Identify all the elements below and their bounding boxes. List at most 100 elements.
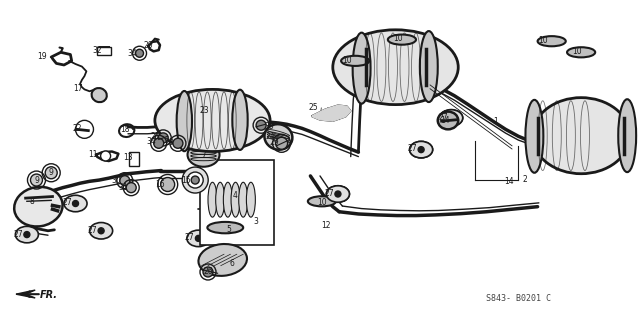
- Text: 14: 14: [440, 116, 450, 125]
- Text: 32: 32: [92, 46, 102, 55]
- Circle shape: [161, 178, 175, 191]
- Text: 34: 34: [127, 49, 137, 58]
- Text: 10: 10: [342, 56, 352, 65]
- Circle shape: [256, 120, 266, 130]
- Ellipse shape: [538, 36, 566, 46]
- Text: 25: 25: [308, 103, 319, 112]
- Bar: [129, 152, 140, 165]
- Ellipse shape: [567, 47, 595, 57]
- Text: 27: 27: [88, 226, 98, 235]
- Text: 23: 23: [200, 107, 210, 115]
- Ellipse shape: [440, 110, 463, 126]
- Text: 12: 12: [322, 221, 331, 230]
- Ellipse shape: [208, 182, 217, 217]
- Circle shape: [173, 138, 183, 148]
- Circle shape: [203, 267, 213, 277]
- Polygon shape: [16, 294, 35, 298]
- Polygon shape: [312, 105, 351, 121]
- Ellipse shape: [246, 182, 255, 217]
- Text: 31: 31: [118, 183, 128, 192]
- Circle shape: [154, 138, 164, 148]
- Ellipse shape: [341, 56, 369, 66]
- Circle shape: [126, 183, 136, 193]
- Ellipse shape: [410, 141, 433, 158]
- Text: 1: 1: [493, 117, 499, 126]
- Ellipse shape: [333, 30, 458, 105]
- Text: 26: 26: [203, 268, 213, 276]
- Ellipse shape: [207, 222, 243, 233]
- Text: 29: 29: [269, 138, 279, 147]
- Ellipse shape: [618, 99, 636, 172]
- Ellipse shape: [410, 141, 433, 158]
- Ellipse shape: [187, 230, 210, 247]
- Text: 6: 6: [229, 259, 234, 268]
- Circle shape: [45, 167, 57, 179]
- Text: 19: 19: [36, 52, 47, 61]
- Text: 11: 11: [88, 150, 97, 159]
- Circle shape: [191, 176, 199, 184]
- Text: 27: 27: [62, 198, 72, 207]
- Text: 27: 27: [184, 233, 195, 242]
- Circle shape: [72, 201, 79, 206]
- Circle shape: [276, 137, 287, 149]
- Bar: [97, 47, 111, 55]
- Circle shape: [24, 232, 30, 237]
- Circle shape: [448, 115, 454, 121]
- Circle shape: [335, 191, 341, 197]
- Ellipse shape: [438, 112, 458, 129]
- Text: 16: 16: [155, 180, 165, 189]
- Text: 10: 10: [572, 47, 582, 56]
- Text: 27: 27: [13, 230, 23, 239]
- Circle shape: [195, 236, 202, 241]
- Ellipse shape: [223, 182, 232, 217]
- Text: 4: 4: [233, 191, 238, 200]
- Ellipse shape: [420, 31, 438, 102]
- Text: 22: 22: [72, 124, 81, 133]
- Ellipse shape: [388, 35, 416, 45]
- Ellipse shape: [239, 182, 248, 217]
- Bar: [200, 160, 274, 245]
- Ellipse shape: [308, 196, 336, 206]
- Ellipse shape: [188, 143, 220, 167]
- Ellipse shape: [216, 182, 225, 217]
- Text: 24: 24: [265, 132, 275, 141]
- Circle shape: [335, 191, 341, 197]
- Circle shape: [448, 115, 454, 121]
- Polygon shape: [16, 290, 35, 294]
- Circle shape: [31, 174, 42, 186]
- Circle shape: [418, 147, 424, 152]
- Text: 27: 27: [407, 145, 417, 153]
- Text: 7: 7: [201, 150, 206, 159]
- Circle shape: [136, 49, 143, 57]
- Ellipse shape: [353, 33, 371, 104]
- Ellipse shape: [525, 100, 543, 173]
- Ellipse shape: [64, 195, 87, 212]
- Ellipse shape: [232, 90, 248, 150]
- Text: 18: 18: [120, 125, 129, 134]
- Text: 8: 8: [29, 197, 35, 206]
- Circle shape: [120, 176, 130, 186]
- Ellipse shape: [326, 186, 349, 202]
- Text: 17: 17: [73, 84, 83, 93]
- Ellipse shape: [90, 223, 113, 239]
- Text: 15: 15: [180, 176, 191, 184]
- Ellipse shape: [532, 98, 630, 174]
- Text: 2: 2: [522, 175, 527, 184]
- Circle shape: [418, 147, 424, 152]
- Ellipse shape: [326, 186, 349, 202]
- Text: 10: 10: [317, 198, 327, 207]
- Text: 10: 10: [538, 36, 548, 45]
- Ellipse shape: [231, 182, 240, 217]
- Ellipse shape: [440, 110, 463, 126]
- Text: 28: 28: [165, 138, 174, 147]
- Text: S843- B0201 C: S843- B0201 C: [486, 294, 552, 303]
- Text: 3: 3: [253, 217, 259, 226]
- Ellipse shape: [198, 244, 247, 276]
- Text: 14: 14: [504, 177, 514, 186]
- Ellipse shape: [177, 91, 192, 151]
- Text: 27: 27: [438, 113, 448, 122]
- Ellipse shape: [14, 187, 63, 226]
- Ellipse shape: [155, 89, 270, 152]
- Text: 20: 20: [143, 41, 154, 49]
- Text: 13: 13: [123, 153, 133, 162]
